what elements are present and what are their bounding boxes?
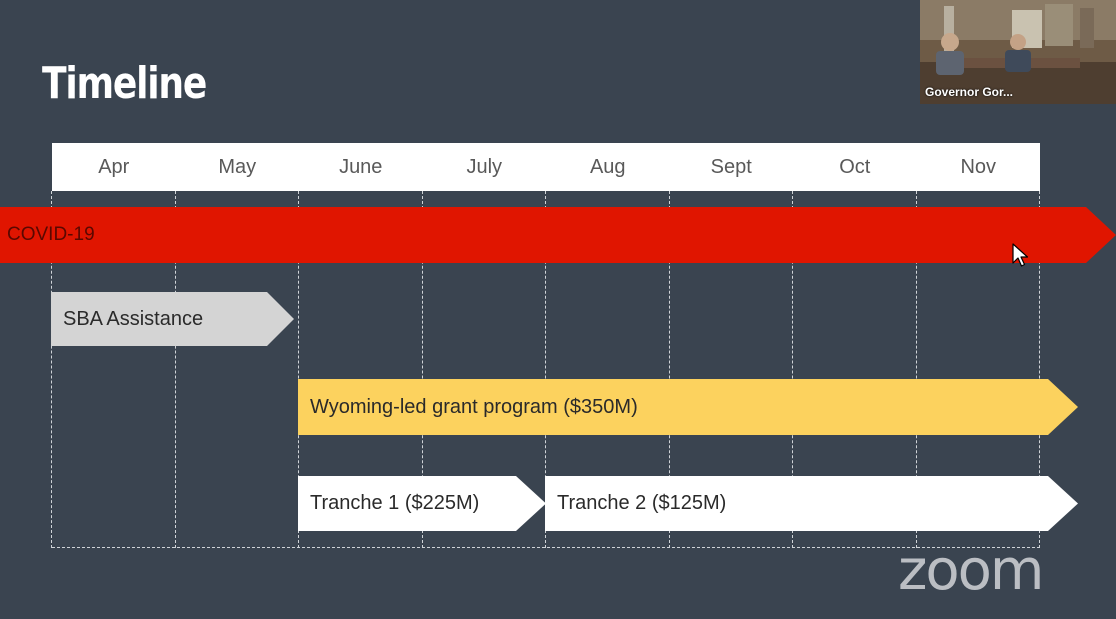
month-label: Aug xyxy=(589,155,626,178)
sba-label: SBA Assistance xyxy=(63,307,204,330)
mouse-cursor-icon xyxy=(1012,243,1029,267)
grid-line xyxy=(51,191,52,548)
grant-label: Wyoming-led grant program ($350M) xyxy=(310,395,638,418)
month-label: Oct xyxy=(839,155,871,178)
covid-bar: COVID-19 xyxy=(0,207,1116,263)
grant-program-bar: Wyoming-led grant program ($350M) xyxy=(298,379,1078,435)
grid-line xyxy=(298,191,299,548)
grid-line xyxy=(175,191,176,548)
slide-title: Timeline xyxy=(42,58,207,109)
grid-bottom-line xyxy=(52,547,1040,548)
tranche-1-label: Tranche 1 ($225M) xyxy=(310,492,480,514)
grid-line xyxy=(669,191,670,548)
tranche-2-label: Tranche 2 ($125M) xyxy=(557,492,727,514)
grid-line xyxy=(545,191,546,548)
grid-line xyxy=(792,191,793,548)
month-label: Sept xyxy=(710,155,752,178)
month-label: July xyxy=(466,155,503,178)
grid-line xyxy=(1039,191,1040,548)
grid-line xyxy=(916,191,917,548)
sba-assistance-bar: SBA Assistance xyxy=(51,292,294,346)
month-label: Apr xyxy=(98,155,130,178)
zoom-watermark-logo: zoom xyxy=(898,538,1044,603)
month-header: Apr May June July Aug Sept Oct Nov xyxy=(52,143,1040,191)
participant-video-thumbnail[interactable]: Governor Gor... xyxy=(920,0,1116,104)
participant-name: Governor Gor... xyxy=(925,85,1014,99)
month-label: Nov xyxy=(960,155,997,178)
month-label: May xyxy=(218,155,257,178)
grid-line xyxy=(422,191,423,548)
month-label: June xyxy=(339,155,383,178)
tranche-1-bar: Tranche 1 ($225M) xyxy=(298,476,546,531)
covid-label: COVID-19 xyxy=(7,224,95,245)
tranche-2-bar: Tranche 2 ($125M) xyxy=(545,476,1078,531)
video-frame xyxy=(920,0,1116,104)
